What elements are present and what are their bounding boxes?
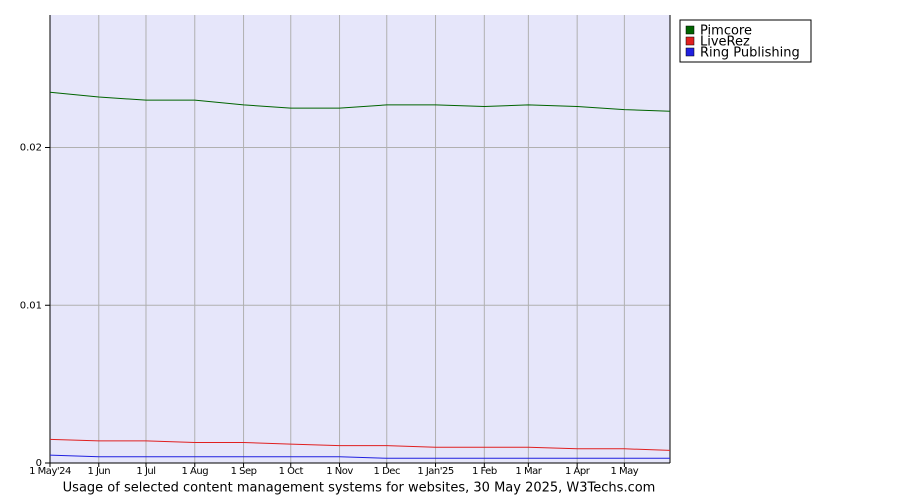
series-line [49, 454, 670, 459]
legend-label: LiveRez [700, 35, 750, 50]
x-tick-label: 1 Sep [231, 466, 257, 477]
legend-swatch [685, 47, 695, 57]
legend-swatch [685, 36, 695, 46]
x-tick-label: 1 Dec [374, 466, 400, 477]
x-tick-label: 1 Apr [565, 466, 591, 477]
x-tick-label: 1 Feb [472, 466, 497, 477]
x-tick-label: 1 Jun [87, 466, 110, 477]
x-tick-label: 1 May [611, 466, 639, 477]
y-tick-label: 0 [36, 458, 42, 469]
x-tick-label: 1 Jul [136, 466, 155, 477]
series-line [49, 438, 671, 451]
plot-area [50, 15, 670, 463]
x-tick-label: 1 Aug [181, 466, 208, 477]
x-tick-label: 1 Jan'25 [417, 466, 454, 477]
x-tick-label: 1 Mar [515, 466, 542, 477]
legend-label: Ring Publishing [700, 46, 800, 61]
legend-label: Pimcore [700, 24, 752, 39]
chart-title: Usage of selected content management sys… [63, 481, 656, 496]
series-line [49, 91, 671, 112]
x-tick-label: 1 May'24 [29, 466, 71, 477]
legend-box [679, 19, 812, 63]
x-tick-label: 1 Nov [326, 466, 353, 477]
legend-swatch [685, 25, 695, 35]
y-tick-label: 0.02 [20, 143, 42, 154]
y-tick-label: 0.01 [20, 300, 42, 311]
x-tick-label: 1 Oct [279, 466, 304, 477]
